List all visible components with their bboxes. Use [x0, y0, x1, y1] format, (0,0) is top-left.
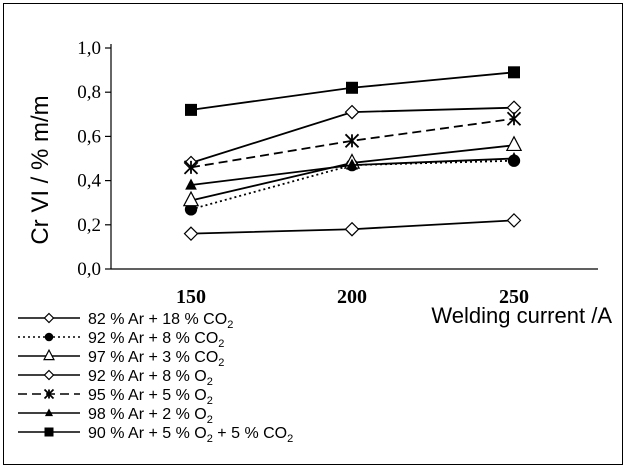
y-tick-label: 0,8	[77, 82, 101, 103]
legend-item-6: 98 % Ar + 2 % O2	[18, 406, 213, 426]
y-axis-title: Cr VI / % m/m	[27, 95, 54, 244]
y-tick-label: 0,4	[77, 171, 101, 192]
axes: 0,0 0,2 0,4 0,6 0,8 1,0 150 200 250	[77, 38, 598, 308]
x-tick-label: 150	[176, 286, 206, 308]
data-point	[44, 408, 54, 417]
data-point	[344, 221, 360, 237]
legend-item-2: 92 % Ar + 8 % CO2	[18, 330, 224, 350]
data-point	[185, 103, 197, 116]
series-7	[185, 66, 520, 116]
data-point	[344, 133, 360, 148]
data-point	[43, 369, 55, 381]
data-point	[508, 152, 520, 164]
series-line	[190, 117, 515, 169]
legend-label: 97 % Ar + 3 % CO2	[88, 349, 224, 369]
data-point	[505, 135, 523, 152]
data-point	[344, 104, 360, 120]
legend-label: 98 % Ar + 2 % O2	[88, 406, 213, 426]
legend-label: 95 % Ar + 5 % O2	[88, 387, 213, 407]
data-point	[43, 348, 55, 361]
data-point	[506, 111, 522, 126]
data-point	[508, 66, 520, 79]
series-5	[183, 111, 522, 175]
series-1	[183, 213, 522, 241]
y-tick-label: 1,0	[77, 38, 101, 59]
data-point	[346, 158, 358, 170]
y-tick-label: 0,2	[77, 215, 101, 236]
x-axis-title: Welding current /A	[431, 303, 612, 328]
y-tick-label: 0,6	[77, 126, 101, 147]
legend-item-7: 90 % Ar + 5 % O2 + 5 % CO2	[18, 425, 293, 445]
legend-item-4: 92 % Ar + 8 % O2	[18, 368, 213, 388]
legend-label: 90 % Ar + 5 % O2 + 5 % CO2	[88, 425, 293, 445]
y-tick-label: 0,0	[77, 259, 101, 280]
data-point	[182, 190, 200, 207]
legend-item-5: 95 % Ar + 5 % O2	[18, 387, 213, 407]
series-4	[183, 100, 522, 171]
series-line	[190, 144, 515, 202]
data-point	[185, 178, 197, 190]
legend-label: 92 % Ar + 8 % CO2	[88, 330, 224, 350]
x-tick-label: 250	[499, 286, 529, 308]
chart-frame	[3, 3, 623, 465]
data-point	[43, 312, 55, 324]
data-point	[506, 213, 522, 228]
data-point	[183, 226, 199, 241]
legend-item-1: 82 % Ar + 18 % CO2	[18, 311, 233, 331]
data-point	[44, 332, 54, 342]
series-6	[185, 152, 520, 190]
legend-label: 82 % Ar + 18 % CO2	[88, 311, 233, 331]
legend-label: 92 % Ar + 8 % O2	[88, 368, 213, 388]
data-point	[44, 427, 54, 437]
legend-item-3: 97 % Ar + 3 % CO2	[18, 348, 224, 369]
data-point	[346, 81, 358, 94]
x-tick-label: 200	[337, 286, 367, 308]
data-point	[183, 160, 199, 175]
data-point	[43, 388, 55, 400]
series-layer	[182, 66, 523, 241]
